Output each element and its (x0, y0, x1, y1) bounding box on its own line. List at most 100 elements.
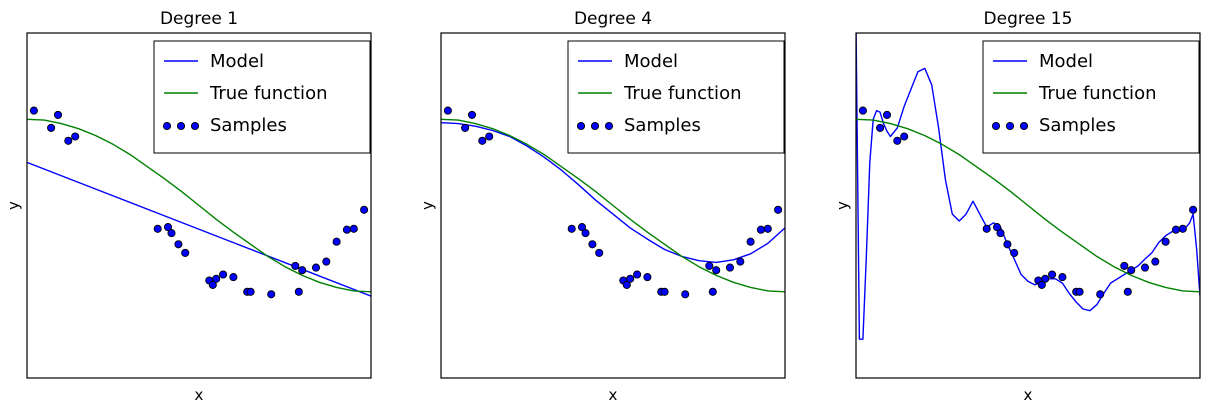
sample-point (1096, 290, 1105, 299)
sample-point (1178, 224, 1187, 233)
model-line (441, 122, 785, 264)
sample-point (478, 136, 487, 145)
sample-point (360, 205, 369, 214)
legend-label: Model (1039, 51, 1093, 72)
true-function-line (27, 118, 371, 293)
legend-box (982, 40, 1200, 154)
sample-point (1041, 274, 1050, 283)
axes-frame (440, 32, 786, 379)
sample-point (1171, 225, 1180, 234)
sample-point (1151, 257, 1160, 266)
sample-point (291, 261, 300, 270)
x-axis-label: x (609, 386, 618, 404)
sample-point (1075, 287, 1084, 296)
sample-point (1010, 248, 1019, 257)
legend: Model True function Samples (567, 40, 785, 154)
sample-point (349, 224, 358, 233)
sample-point (567, 224, 576, 233)
sample-point (643, 273, 652, 282)
sample-point (29, 106, 38, 115)
sample-point (267, 290, 276, 299)
sample-point (746, 237, 755, 246)
sample-point (660, 287, 669, 296)
sample-point (332, 237, 341, 246)
sample-point (633, 270, 642, 279)
sample-point (64, 136, 73, 145)
sample-point (1140, 263, 1150, 272)
sample-point (1161, 237, 1170, 246)
axes-frame (26, 32, 372, 379)
legend-box (567, 40, 785, 154)
plot-area (856, 33, 1200, 340)
true-function-line (441, 118, 785, 293)
sample-point (443, 106, 452, 115)
legend-samples-swatch (576, 121, 586, 131)
sample-point (229, 273, 238, 282)
sample-point (577, 223, 587, 232)
legend-box (153, 40, 371, 154)
legend-label: True function (209, 83, 327, 104)
sample-point (294, 287, 303, 296)
sample-point (581, 229, 590, 238)
plot-area (441, 106, 785, 299)
sample-point (47, 123, 56, 132)
sample-point (342, 225, 351, 234)
y-axis-label: y (834, 201, 852, 210)
sample-point (712, 266, 721, 275)
sample-point (858, 106, 867, 115)
sample-point (756, 225, 765, 234)
axes-frame (855, 32, 1201, 379)
sample-point (681, 290, 690, 299)
legend-samples-swatch (176, 121, 186, 131)
sample-point (1120, 261, 1129, 270)
sample-point (212, 274, 221, 283)
sample-point (708, 287, 717, 296)
sample-point (982, 224, 991, 233)
sample-point (1048, 270, 1057, 279)
legend-label: True function (1038, 83, 1156, 104)
legend-samples-swatch (1019, 121, 1029, 131)
legend: Model True function Samples (982, 40, 1200, 154)
x-axis-label: x (1024, 386, 1033, 404)
chart-panel-3: Degree 15 x y Model True function Samples (834, 9, 1201, 404)
plot-area (27, 106, 371, 299)
sample-point (996, 229, 1005, 238)
sample-point (992, 223, 1002, 232)
legend-label: Samples (210, 115, 287, 136)
chart-panel-2: Degree 4 x y Model True function Samples (419, 9, 786, 404)
sample-point (626, 274, 635, 283)
legend-samples-swatch (1005, 121, 1015, 131)
sample-point (485, 132, 494, 141)
sample-point (595, 248, 604, 257)
sample-point (311, 263, 321, 272)
chart-panel-1: Degree 1 x y Model True function Samples (5, 9, 372, 404)
chart-title: Degree 15 (984, 9, 1073, 29)
sample-point (298, 266, 307, 275)
legend-label: Samples (1039, 115, 1116, 136)
sample-point (705, 261, 714, 270)
sample-point (153, 224, 162, 233)
y-axis-label: y (5, 201, 23, 210)
model-line (27, 161, 371, 297)
y-axis-label: y (419, 201, 437, 210)
sample-point (167, 229, 176, 238)
sample-point (1058, 273, 1067, 282)
legend-label: Model (624, 51, 678, 72)
legend-samples-swatch (604, 121, 614, 131)
sample-point (774, 205, 783, 214)
sample-point (71, 132, 80, 141)
sample-point (1189, 205, 1198, 214)
chart-title: Degree 1 (160, 9, 238, 29)
sample-point (588, 240, 597, 249)
legend-samples-swatch (991, 121, 1001, 131)
sample-point (174, 240, 183, 249)
legend-samples-swatch (590, 121, 600, 131)
x-axis-label: x (195, 386, 204, 404)
sample-point (322, 257, 331, 266)
true-function-line (856, 118, 1200, 293)
sample-point (1123, 287, 1132, 296)
sample-point (1003, 240, 1012, 249)
chart-title: Degree 4 (574, 9, 652, 29)
sample-point (882, 110, 892, 119)
